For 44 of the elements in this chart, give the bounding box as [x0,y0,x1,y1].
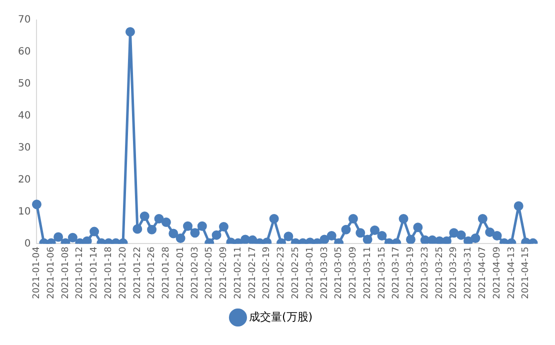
y-tick-label: 30 [18,142,31,154]
x-tick-label: 2021-02-09 [219,246,230,300]
x-tick-label: 2021-03-05 [334,246,344,300]
x-tick-label: 2021-03-29 [449,246,460,300]
x-tick-label: 2021-01-26 [147,246,158,300]
x-tick-label: 2021-01-06 [46,246,56,300]
y-tick-label: 20 [18,174,31,186]
x-tick-label: 2021-04-15 [521,246,532,300]
x-tick-label: 2021-02-05 [204,246,215,300]
x-tick-label: 2021-04-09 [492,246,502,300]
x-tick-label: 2021-03-03 [320,246,330,300]
x-tick-label: 2021-01-18 [104,246,114,300]
x-tick-label: 2021-04-13 [506,246,517,300]
y-tick-label: 40 [18,110,31,122]
y-tick-label: 70 [18,14,31,26]
x-tick-label: 2021-03-19 [406,246,416,300]
x-tick-label: 2021-01-12 [75,246,86,300]
x-tick-label: 2021-03-09 [348,246,359,300]
x-tick-label: 2021-01-20 [118,246,128,300]
x-tick-label: 2021-03-17 [392,246,402,300]
x-tick-label: 2021-02-23 [276,246,287,300]
x-tick-label: 2021-03-01 [305,246,316,300]
x-tick-label: 2021-01-28 [162,246,172,300]
x-tick-label: 2021-01-08 [60,246,71,300]
x-tick-label: 2021-02-17 [248,246,258,300]
x-tick-label: 2021-02-03 [190,246,200,300]
x-tick-label: 2021-01-14 [90,246,100,300]
x-tick-label: 2021-03-15 [377,246,388,300]
x-tick-label: 2021-01-22 [132,246,143,300]
x-tick-label: 2021-02-25 [290,246,301,300]
x-tick-label: 2021-04-07 [478,246,488,300]
x-tick-label: 2021-03-25 [434,246,445,300]
x-tick-label: 2021-02-19 [262,246,272,300]
y-tick-label: 0 [24,238,31,250]
x-tick-label: 2021-01-04 [32,246,42,300]
x-tick-label: 2021-02-11 [233,246,244,300]
y-tick-label: 50 [18,78,31,90]
x-tick-label: 2021-02-01 [176,246,186,300]
x-tick-label: 2021-03-23 [420,246,430,300]
x-tick-label: 2021-03-31 [464,246,474,300]
legend-label: 成交量(万股) [248,310,313,324]
y-tick-label: 60 [18,46,31,58]
y-tick-label: 10 [18,206,31,218]
x-tick-label: 2021-03-11 [362,246,373,300]
